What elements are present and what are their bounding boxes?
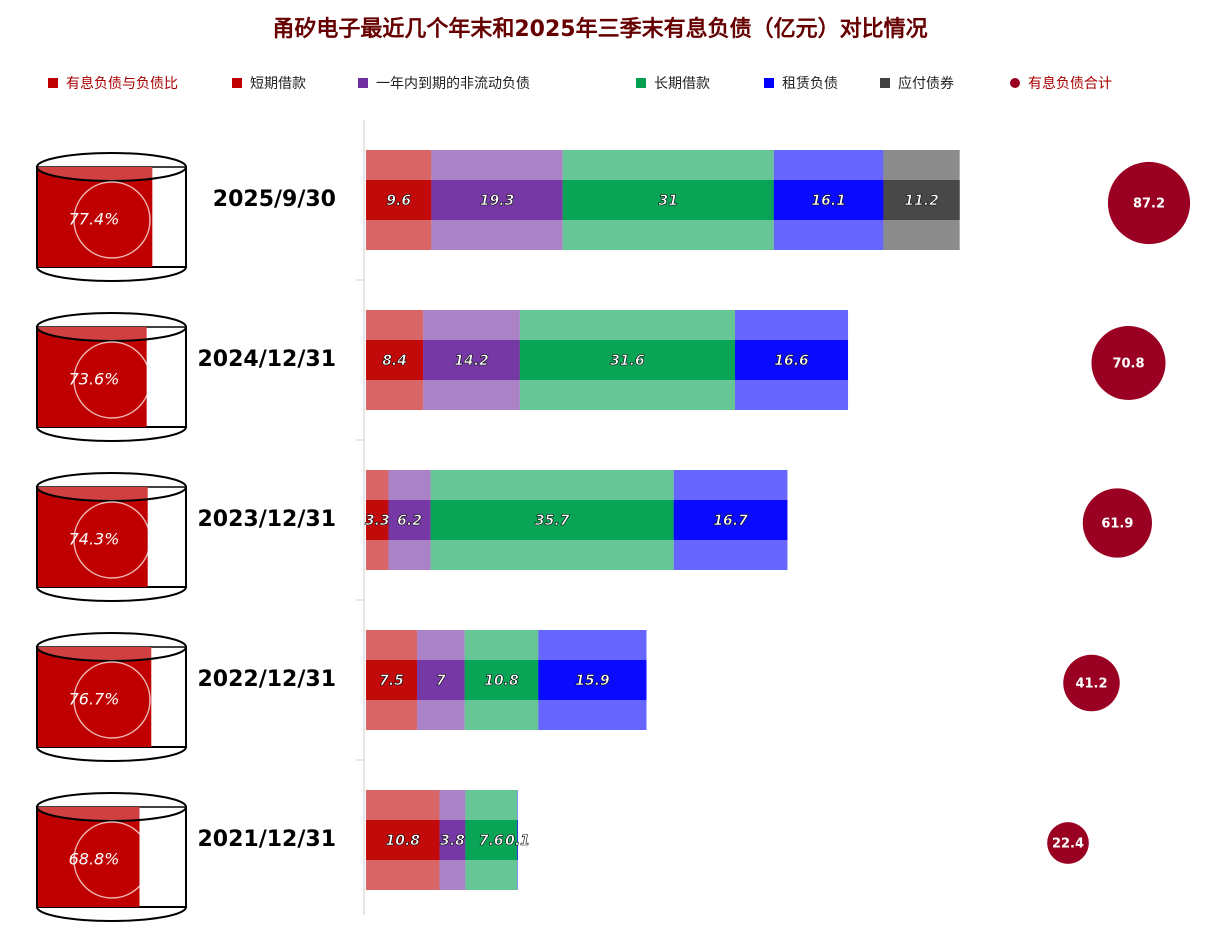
legend-swatch [232,78,242,88]
legend-label: 长期借款 [654,76,710,92]
bar [538,660,647,700]
bar-value-label: 7 [436,673,446,689]
bar-value-label: 0.1 [505,833,530,849]
bar [366,660,418,700]
cylinder-bottom [36,746,187,762]
y-tick-label: 2022/12/31 [197,667,336,692]
bar [464,660,539,700]
legend-label: 应付债券 [898,75,954,92]
bar [517,820,518,860]
bar [423,340,520,380]
bar [366,340,424,380]
cylinder-top [36,632,187,662]
bar [562,180,774,220]
legend-swatch [636,78,646,88]
bar [366,820,440,860]
total-label: 22.4 [1052,837,1084,852]
bar [773,180,884,220]
total-label: 87.2 [1133,197,1165,212]
ratio-ring [73,341,151,419]
total-label: 41.2 [1075,677,1107,692]
bar [366,500,389,540]
legend-swatch [1010,78,1020,88]
bar-value-label: 7.6 [479,833,504,849]
bar-value-label: 15.9 [575,673,610,689]
bar-value-label: 3.3 [365,513,390,529]
bar-value-label: 7.5 [379,673,404,689]
bar-value-label: 3.8 [440,833,465,849]
bar [883,180,960,220]
bar [417,660,465,700]
bar [388,500,431,540]
ratio-label: 74.3% [69,530,120,549]
bar-value-label: 14.2 [454,353,489,369]
ratio-label: 77.4% [69,210,120,229]
cylinder-top [36,312,187,342]
bar-value-label: 16.7 [713,513,748,529]
bar-value-label: 31.6 [610,353,645,369]
total-label: 61.9 [1101,517,1133,532]
bar [430,500,674,540]
bar [673,500,788,540]
bar-value-label: 19.3 [480,193,515,209]
legend-swatch [764,78,774,88]
bar-value-label: 8.4 [382,353,407,369]
bar-value-label: 16.6 [774,353,809,369]
bar-value-label: 6.2 [397,513,422,529]
bar-value-label: 9.6 [386,193,411,209]
total-bubble [1107,161,1191,245]
bar-value-label: 11.2 [904,193,939,209]
legend-label: 一年内到期的非流动负债 [376,76,530,92]
cylinder-bottom [36,586,187,602]
bar [735,340,849,380]
y-tick-label: 2025/9/30 [213,187,336,212]
ratio-ring [73,181,151,259]
ratio-fill [37,647,152,747]
ratio-label: 73.6% [69,370,120,389]
y-tick-label: 2024/12/31 [197,347,336,372]
bar [465,820,518,860]
bar [431,180,563,220]
ratio-fill [37,487,148,587]
cylinder-bottom [36,266,187,282]
legend-swatch [880,78,890,88]
legend-swatch [358,78,368,88]
bar [366,180,432,220]
ratio-label: 76.7% [69,690,120,709]
y-tick-label: 2023/12/31 [197,507,336,532]
cylinder-bottom [36,426,187,442]
bar-value-label: 35.7 [535,513,570,529]
total-bubble [1091,325,1166,401]
chart-title: 甬矽电子最近几个年末和2025年三季末有息负债（亿元）对比情况 [272,16,927,42]
bar [439,820,466,860]
ratio-ring [73,821,151,899]
cylinder-top [36,152,187,182]
legend-label: 有息负债合计 [1028,75,1112,92]
bar [519,340,736,380]
total-bubble [1063,654,1120,712]
bar-value-label: 31 [659,193,678,209]
legend-label: 有息负债与负债比 [66,75,178,92]
ratio-label: 68.8% [69,850,120,869]
bar-value-label: 16.1 [811,193,846,209]
legend-label: 短期借款 [250,76,306,92]
ratio-fill [37,327,147,427]
cylinder-bottom [36,906,187,922]
cylinder-top [36,792,187,822]
total-bubble [1047,822,1089,864]
legend-label: 租赁负债 [782,76,838,92]
bar-value-label: 10.8 [484,673,519,689]
ratio-fill [37,167,153,267]
legend-swatch [48,78,58,88]
bar-value-label: 10.8 [385,833,420,849]
ratio-ring [73,501,151,579]
ratio-ring [73,661,151,739]
y-tick-label: 2021/12/31 [197,827,336,852]
total-label: 70.8 [1112,357,1144,372]
cylinder-top [36,472,187,502]
total-bubble [1082,488,1152,558]
